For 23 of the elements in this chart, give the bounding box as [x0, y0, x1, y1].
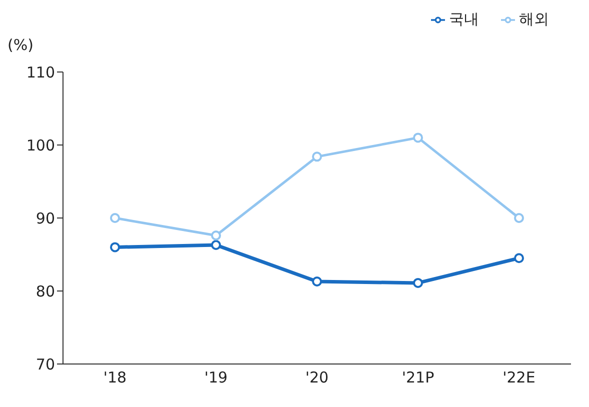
x-tick-label: '21P [402, 368, 434, 387]
point [514, 213, 524, 223]
x-tick-label: '19 [204, 368, 228, 387]
point [211, 230, 221, 241]
point [312, 276, 322, 287]
y-tick-label: 100 [26, 136, 55, 154]
x-tick-label: '22E [502, 368, 536, 387]
point [110, 213, 120, 223]
point [312, 152, 322, 162]
x-tick-label: '18 [103, 368, 127, 387]
y-tick-label: 110 [26, 63, 55, 82]
point [413, 132, 423, 143]
y-tick-label: 90 [36, 209, 55, 228]
point [514, 253, 524, 264]
x-tick-label: '20 [305, 368, 329, 387]
point [211, 240, 221, 250]
point [110, 242, 120, 252]
y-axis-title: (%) [8, 36, 34, 54]
y-tick-label: 70 [36, 355, 55, 374]
point [413, 278, 423, 288]
legend-label: 국내 [449, 10, 479, 28]
y-tick-label: 80 [36, 282, 55, 300]
legend-label: 해외 [519, 10, 549, 28]
